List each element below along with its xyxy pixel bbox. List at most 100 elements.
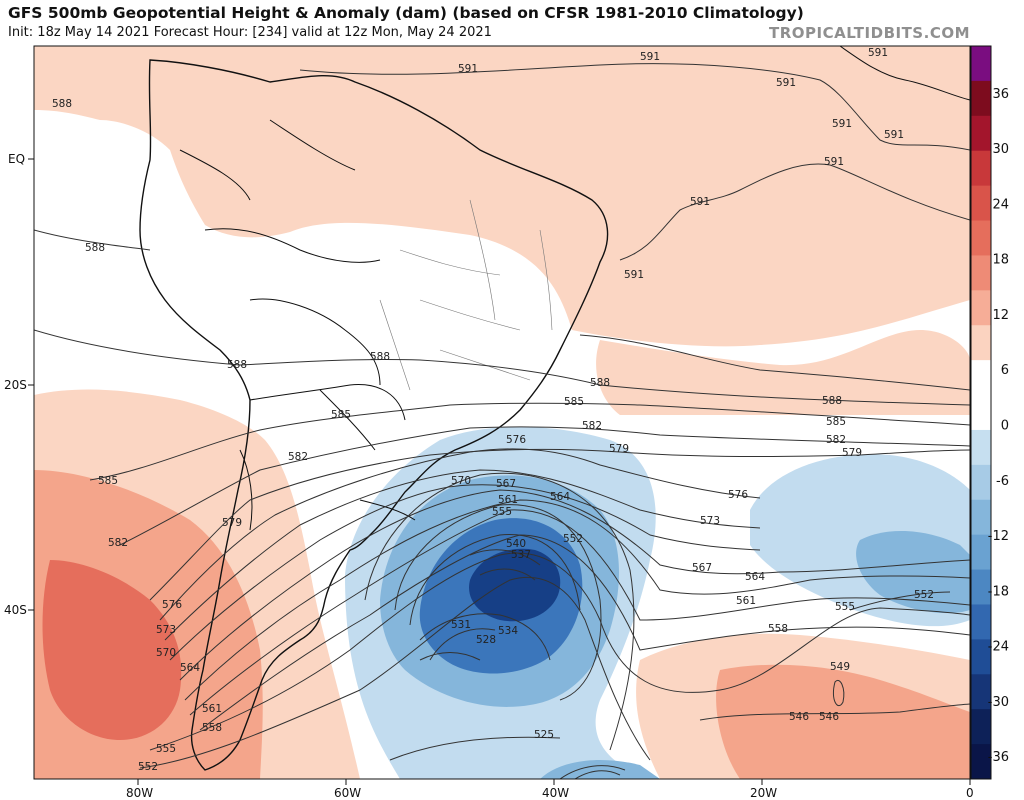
contour-558 — [199, 534, 970, 731]
contour-582 — [119, 426, 970, 546]
warm-anomaly-south-mid — [716, 664, 970, 779]
contour-591-south — [579, 334, 970, 391]
colorbar-label: 0 — [1001, 419, 1009, 434]
lat-label-eq: EQ — [8, 152, 25, 166]
longitude-axis: 80W 60W 40W 20W 0 — [126, 779, 974, 800]
contour-573 — [164, 469, 761, 641]
contour-label: 588 — [590, 377, 610, 389]
colorbar-swatch — [971, 115, 991, 152]
contour-label: 564 — [180, 662, 200, 674]
contour-label: 579 — [609, 443, 629, 455]
colorbar-label: -30 — [988, 695, 1009, 710]
contour-528 — [419, 652, 481, 661]
lat-label-40s: 40S — [4, 603, 27, 617]
colorbar-swatch — [971, 395, 991, 431]
contour-label: 573 — [700, 515, 720, 527]
lon-label-20w: 20W — [750, 786, 777, 800]
cool-anomaly-main-core — [469, 548, 561, 622]
colorbar-swatch — [971, 674, 991, 710]
contour-561 — [189, 509, 970, 716]
contour-label: 525 — [534, 729, 554, 741]
contour-label: 561 — [736, 595, 756, 607]
contour-567 — [179, 489, 970, 681]
colorbar-swatch — [971, 255, 991, 291]
contour-label: 561 — [498, 494, 518, 506]
colorbar-swatch — [971, 46, 991, 82]
contour-label: 579 — [222, 517, 242, 529]
contour-label: 534 — [498, 625, 518, 637]
colorbar-swatch — [971, 604, 991, 640]
height-contours — [34, 63, 970, 779]
colorbar-swatch — [971, 464, 991, 501]
country-borders — [179, 119, 416, 531]
contour-label: 573 — [156, 624, 176, 636]
map-frame — [33, 45, 971, 780]
contour-label: 564 — [550, 491, 570, 503]
contour-label: 576 — [506, 434, 526, 446]
contour-label: 579 — [842, 447, 862, 459]
colorbar-label: -24 — [988, 640, 1009, 655]
contour-label: 567 — [496, 478, 516, 490]
contour-label: 570 — [156, 647, 176, 659]
map-subtitle: Init: 18z May 14 2021 Forecast Hour: [23… — [8, 25, 492, 40]
contour-label: 582 — [288, 451, 308, 463]
contour-label: 537 — [511, 549, 531, 561]
contour-label: 561 — [202, 703, 222, 715]
contour-label: 531 — [451, 619, 471, 631]
colorbar-label: -12 — [988, 529, 1009, 544]
contour-label: 582 — [826, 434, 846, 446]
contour-576 — [159, 448, 761, 621]
contour-label: 591 — [824, 156, 844, 168]
contour-label: 585 — [826, 416, 846, 428]
map-plot-area: 591 591 591 591 591 591 591 591 591 588 588 588 588 5… — [34, 46, 970, 779]
colorbar-swatch — [971, 80, 991, 117]
colorbar-label: -6 — [996, 474, 1009, 489]
colorbar-swatch — [971, 290, 991, 326]
warm-anomaly-north — [34, 46, 970, 347]
contour-label: 555 — [492, 506, 512, 518]
contour-540 — [469, 549, 541, 566]
contour-label: 528 — [476, 634, 496, 646]
credit-watermark: TROPICALTIDBITS.COM — [769, 24, 970, 42]
contour-label: 555 — [835, 601, 855, 613]
colorbar-label: 6 — [1001, 363, 1009, 378]
colorbar: 36 30 24 18 12 6 0 -6 -12 -18 -24 -30 -36 — [970, 45, 1009, 780]
colorbar-swatch — [971, 499, 991, 536]
contour-label: 591 — [884, 129, 904, 141]
cool-anomaly-south — [540, 759, 660, 779]
contour-label: 591 — [832, 118, 852, 130]
contour-546 — [699, 703, 970, 721]
contour-label: 591 — [458, 63, 478, 75]
contour-label: 591 — [776, 77, 796, 89]
contour-label: 546 — [819, 711, 839, 723]
warm-anomaly-east — [596, 330, 970, 415]
contour-579 — [149, 448, 970, 601]
colorbar-label: 36 — [992, 87, 1009, 102]
colorbar-swatch — [971, 325, 991, 361]
contour-label: 555 — [156, 743, 176, 755]
contour-585 — [89, 402, 970, 481]
contour-label: 558 — [202, 722, 222, 734]
colorbar-swatch — [971, 360, 991, 396]
africa-coast-outline — [839, 46, 970, 101]
contour-label: 588 — [85, 242, 105, 254]
colorbar-label: 18 — [992, 253, 1009, 268]
contour-inner-c — [364, 472, 635, 751]
colorbar-swatch — [971, 150, 991, 187]
contour-inner-b — [409, 534, 581, 626]
contour-label: 585 — [331, 409, 351, 421]
lon-label-0: 0 — [966, 786, 974, 800]
map-title: GFS 500mb Geopotential Height & Anomaly … — [8, 4, 804, 22]
contour-label: 549 — [830, 661, 850, 673]
contour-label: 576 — [728, 489, 748, 501]
colorbar-swatch — [971, 569, 991, 605]
colorbar-label: -18 — [988, 584, 1009, 599]
contour-label: 582 — [108, 537, 128, 549]
contour-label: 564 — [745, 571, 765, 583]
contour-564 — [184, 499, 970, 701]
contour-552 — [139, 576, 951, 769]
contour-label: 552 — [563, 533, 583, 545]
contour-591-north — [299, 63, 970, 151]
lat-label-20s: 20S — [4, 378, 27, 392]
contour-label: 582 — [582, 420, 602, 432]
